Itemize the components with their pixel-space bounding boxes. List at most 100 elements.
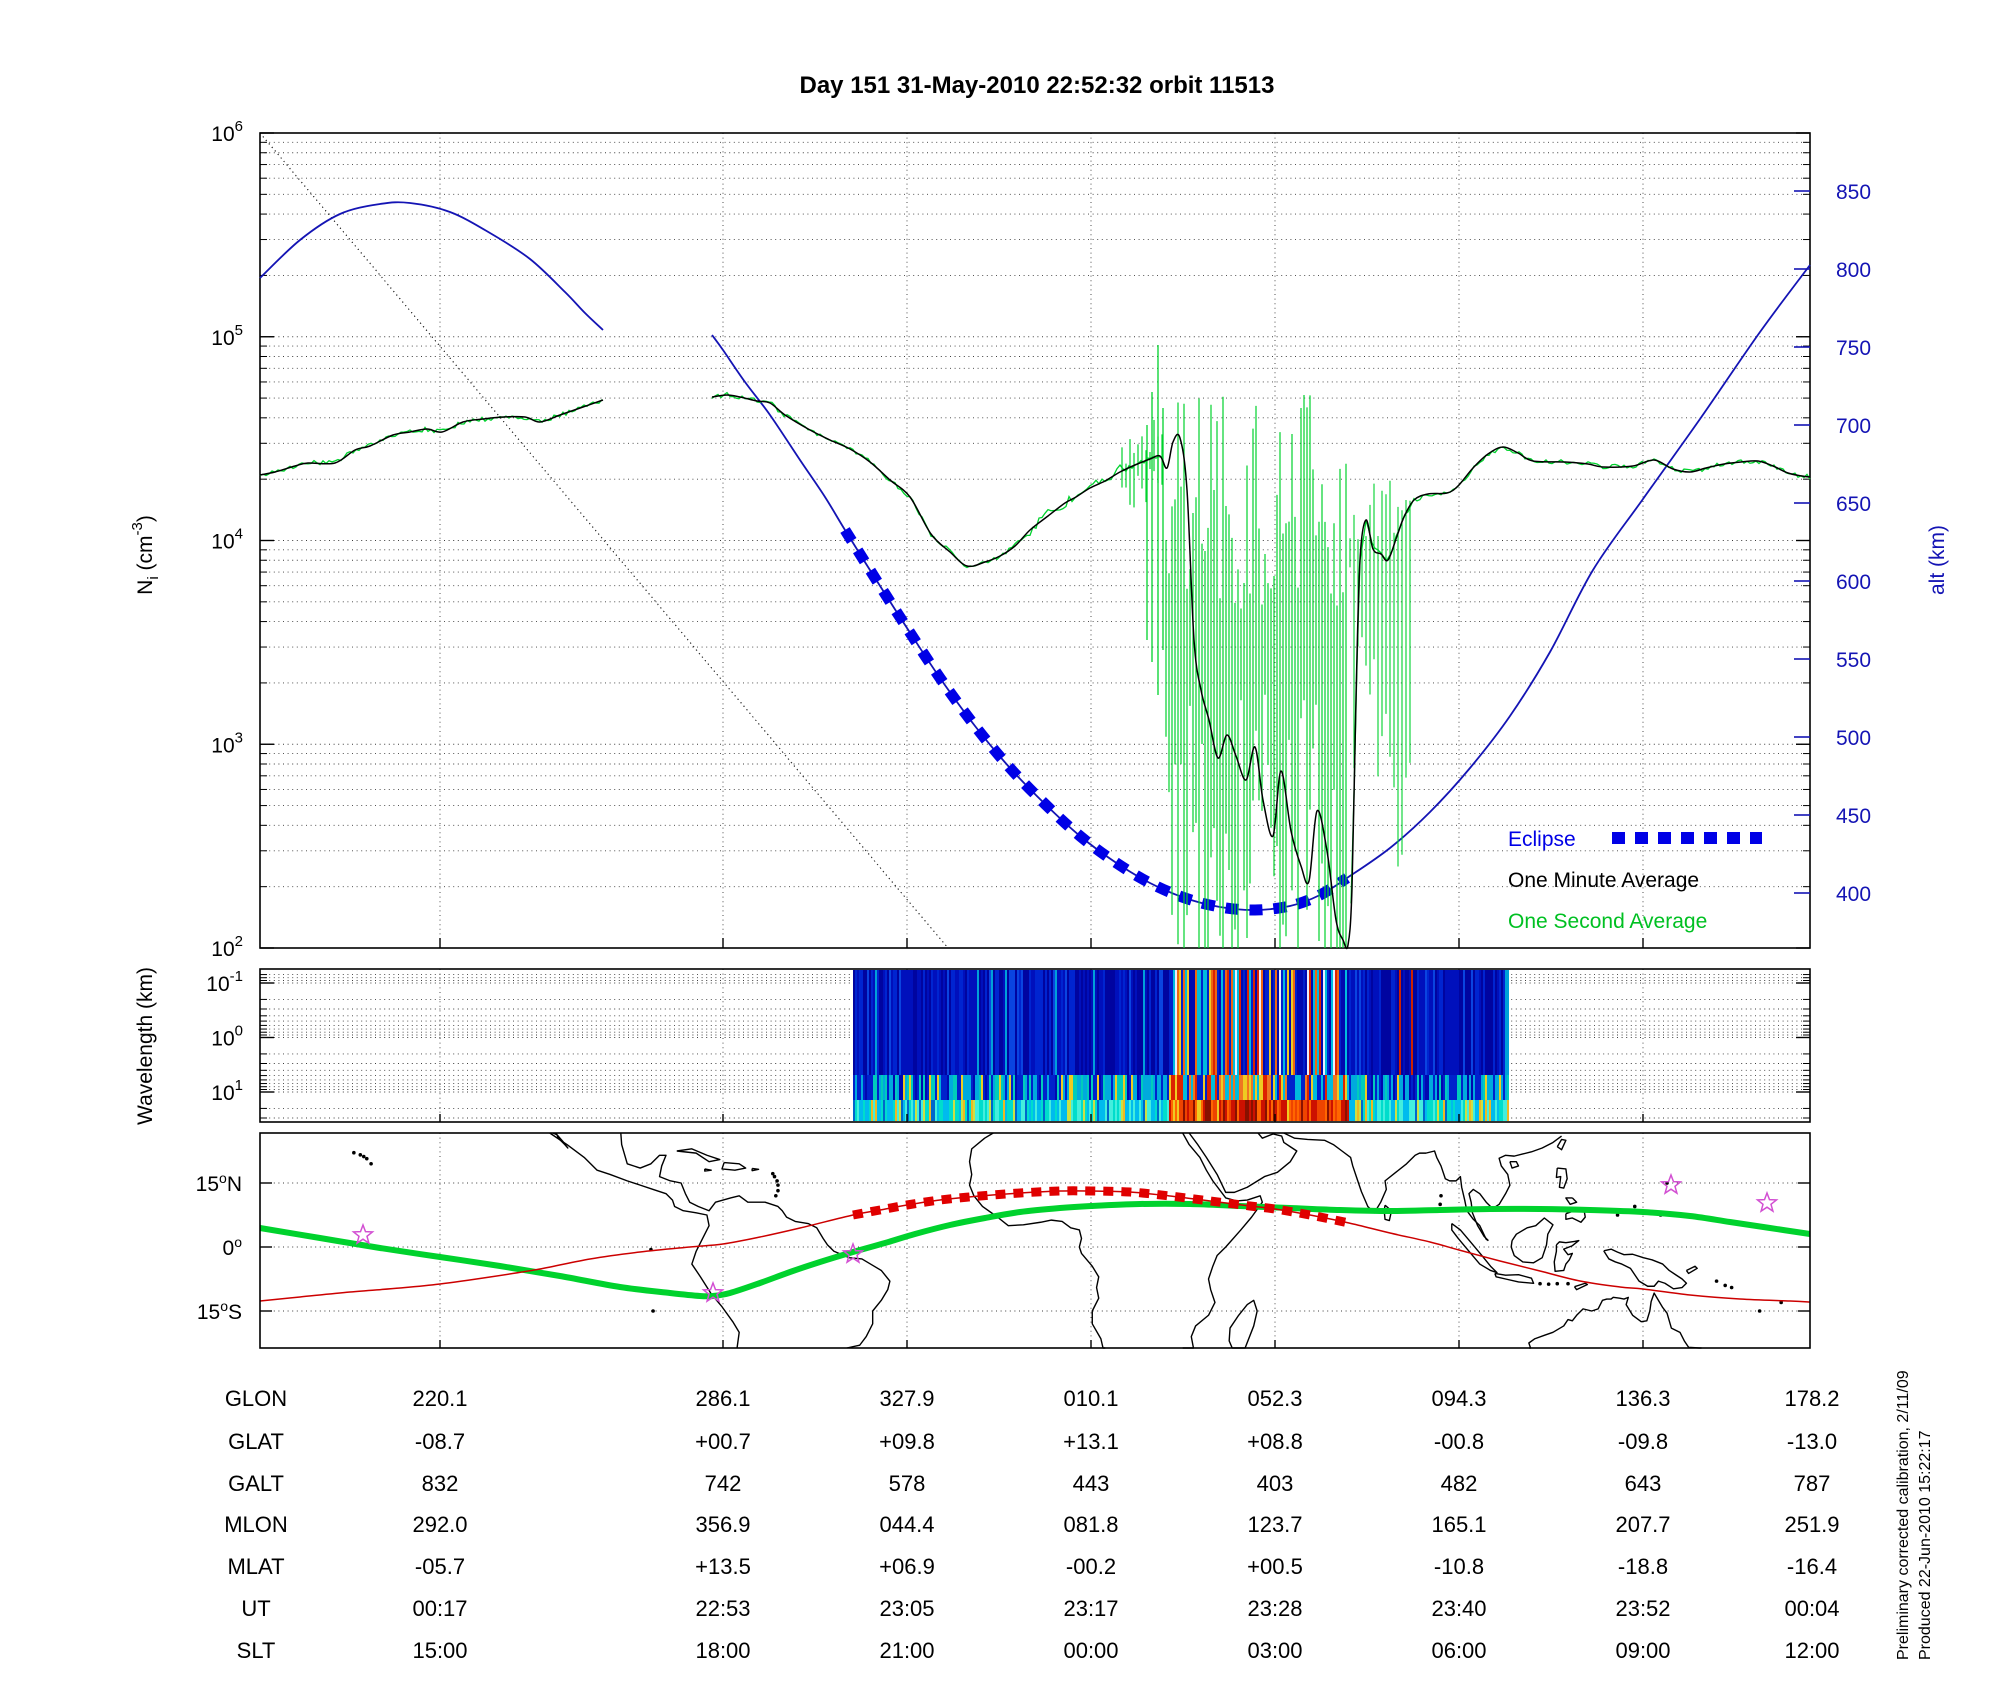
spectro-col xyxy=(1197,970,1199,1076)
spectro-col-mid xyxy=(1501,1075,1503,1100)
spectro-col-mid xyxy=(891,1075,893,1100)
spectro-col-bottom xyxy=(1501,1100,1503,1121)
map-border xyxy=(259,1132,1811,1349)
spectro-col xyxy=(1463,970,1465,1076)
spectro-col-mid xyxy=(1009,1075,1011,1100)
spectro-col xyxy=(1505,970,1507,1076)
spectro-col-bottom xyxy=(1087,1100,1089,1121)
spectro-col-bottom xyxy=(1265,1100,1267,1121)
spectro-col-bottom xyxy=(951,1100,953,1121)
spectro-col xyxy=(891,970,893,1076)
spectro-col-bottom xyxy=(1303,1100,1305,1121)
spectro-col-mid xyxy=(1195,1075,1197,1100)
spectro-col-bottom xyxy=(1465,1100,1467,1121)
spectro-col-bottom xyxy=(1093,1100,1095,1121)
spectro-col xyxy=(933,970,935,1076)
spectro-col-bottom xyxy=(1433,1100,1435,1121)
spectro-col xyxy=(1053,970,1055,1076)
table-cell: 123.7 xyxy=(1247,1512,1302,1537)
spectro-col-bottom xyxy=(1219,1100,1221,1121)
spectro-col-bottom xyxy=(979,1100,981,1121)
spectro-col xyxy=(1065,970,1067,1076)
alt-tick-label: 600 xyxy=(1836,571,1871,594)
spectro-col-mid xyxy=(1375,1075,1377,1100)
spectro-col-bottom xyxy=(1181,1100,1183,1121)
spectro-col xyxy=(1255,970,1257,1076)
spectro-col-mid xyxy=(1267,1075,1269,1100)
spectro-col-bottom xyxy=(1085,1100,1087,1121)
spectro-col-mid xyxy=(889,1075,891,1100)
spectro-col-mid xyxy=(903,1075,905,1100)
coastline xyxy=(1509,1160,1520,1169)
spectro-col-bottom xyxy=(871,1100,873,1121)
spectro-col-bottom xyxy=(1493,1100,1495,1121)
spectro-col xyxy=(1019,970,1021,1076)
spectro-col xyxy=(871,970,873,1076)
spectro-col-mid xyxy=(1011,1075,1013,1100)
spectro-col-bottom xyxy=(1251,1100,1253,1121)
table-cell: 23:28 xyxy=(1247,1596,1302,1621)
spectro-col-mid xyxy=(1059,1075,1061,1100)
spectro-col-mid xyxy=(1401,1075,1403,1100)
alt-tick-label: 550 xyxy=(1836,649,1871,672)
spectro-col-bottom xyxy=(1043,1100,1045,1121)
mantissa: 10 xyxy=(211,938,234,961)
spectro-col xyxy=(1141,970,1143,1076)
spectro-col-bottom xyxy=(1013,1100,1015,1121)
island-dot xyxy=(364,1156,369,1161)
table-cell: 22:53 xyxy=(695,1596,750,1621)
spectro-col-mid xyxy=(1305,1075,1307,1100)
spectro-col-mid xyxy=(1263,1075,1265,1100)
spectro-col xyxy=(893,970,895,1076)
spectro-col-mid xyxy=(1127,1075,1129,1100)
spectro-col xyxy=(971,970,973,1076)
spectro-col-bottom xyxy=(1383,1100,1385,1121)
spectro-col-mid xyxy=(1351,1075,1353,1100)
spectro-col-mid xyxy=(923,1075,925,1100)
spectro-col-mid xyxy=(1291,1075,1293,1100)
spectro-col-bottom xyxy=(1055,1100,1057,1121)
spectro-col-bottom xyxy=(1293,1100,1295,1121)
spectro-col-bottom xyxy=(1199,1100,1201,1121)
table-cell: 832 xyxy=(422,1471,459,1496)
spectro-col xyxy=(1459,970,1461,1076)
coastline xyxy=(1565,1197,1578,1206)
spectro-col-mid xyxy=(1269,1075,1271,1100)
lat-deg: o xyxy=(234,1234,242,1250)
spectro-col-bottom xyxy=(875,1100,877,1121)
spectro-col-mid xyxy=(1403,1075,1405,1100)
spectro-col-bottom xyxy=(1041,1100,1043,1121)
table-cell: 23:05 xyxy=(879,1596,934,1621)
spectro-col-bottom xyxy=(1289,1100,1291,1121)
spectro-col-mid xyxy=(1279,1075,1281,1100)
spectro-col-bottom xyxy=(1315,1100,1317,1121)
spectro-col-bottom xyxy=(1069,1100,1071,1121)
island-dot xyxy=(776,1183,780,1187)
spectro-col-mid xyxy=(1411,1075,1413,1100)
table-cell: 00:00 xyxy=(1063,1638,1118,1663)
spectro-col xyxy=(1303,970,1305,1076)
mantissa: 10 xyxy=(211,531,234,554)
spectro-col-bottom xyxy=(1353,1100,1355,1121)
spectro-col-mid xyxy=(971,1075,973,1100)
table-row-label: GLON xyxy=(225,1386,287,1411)
spectro-col-mid xyxy=(1107,1075,1109,1100)
island-dot xyxy=(770,1171,775,1176)
spectro-col-bottom xyxy=(1137,1100,1139,1121)
spectro-col-bottom xyxy=(1435,1100,1437,1121)
spectro-col-bottom xyxy=(1187,1100,1189,1121)
spectro-col-bottom xyxy=(893,1100,895,1121)
spectro-col xyxy=(1085,970,1087,1076)
spectro-col-bottom xyxy=(1171,1100,1173,1121)
table-row-label: GALT xyxy=(228,1471,284,1496)
spectro-col-bottom xyxy=(1401,1100,1403,1121)
spectro-col xyxy=(1025,970,1027,1076)
spectro-col xyxy=(1191,970,1193,1076)
spectro-col-mid xyxy=(1463,1075,1465,1100)
y-axis-title-wavelength: Wavelength (km) xyxy=(134,967,157,1125)
spectro-col-mid xyxy=(1387,1075,1389,1100)
lat-tick-label: 0o xyxy=(223,1234,243,1260)
spectro-col-mid xyxy=(1465,1075,1467,1100)
spectro-col xyxy=(1419,970,1421,1076)
